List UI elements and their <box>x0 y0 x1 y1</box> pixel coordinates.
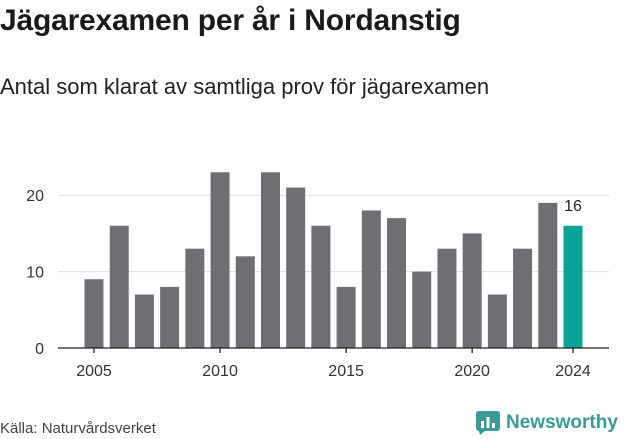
bar-2011 <box>235 256 255 348</box>
y-tick-label: 20 <box>26 188 44 205</box>
bar-2013 <box>286 187 306 348</box>
bar-2017 <box>387 218 407 348</box>
bar-2008 <box>160 286 180 348</box>
x-tick-label: 2024 <box>555 363 591 380</box>
bar-2012 <box>260 172 280 348</box>
bar-2009 <box>185 248 205 348</box>
bar-2010 <box>210 172 230 348</box>
chart-title: Jägarexamen per år i Nordanstig <box>0 4 461 37</box>
bar-2015 <box>336 286 356 348</box>
x-tick-label: 2020 <box>454 363 490 380</box>
y-tick-label: 0 <box>35 341 44 358</box>
bar-2021 <box>487 294 507 348</box>
tick-labels: 0 10 20 16 2005 2010 2015 2020 2024 <box>26 188 591 380</box>
x-tick-label: 2010 <box>202 363 238 380</box>
bar-2018 <box>412 271 432 348</box>
brand-name: Newsworthy <box>506 412 618 433</box>
newsworthy-logo-icon <box>476 411 500 435</box>
bar-2006 <box>109 225 129 348</box>
highlight-value-label: 16 <box>564 198 582 215</box>
bars <box>84 172 583 348</box>
bar-2016 <box>361 210 381 348</box>
y-tick-label: 10 <box>26 265 44 282</box>
brand-logo: Newsworthy <box>476 408 618 438</box>
chart-subtitle: Antal som klarat av samtliga prov för jä… <box>0 74 490 99</box>
bar-2023 <box>538 202 558 348</box>
bar-2005 <box>84 279 104 348</box>
bar-2022 <box>513 248 533 348</box>
bar-2019 <box>437 248 457 348</box>
bar-2020 <box>462 233 482 348</box>
bar-2024 <box>563 225 583 348</box>
bar-2007 <box>134 294 154 348</box>
x-tick-label: 2015 <box>328 363 364 380</box>
x-axis <box>58 347 609 353</box>
x-tick-label: 2005 <box>76 363 112 380</box>
bar-2014 <box>311 225 331 348</box>
source-note: Källa: Naturvårdsverket <box>0 420 156 437</box>
